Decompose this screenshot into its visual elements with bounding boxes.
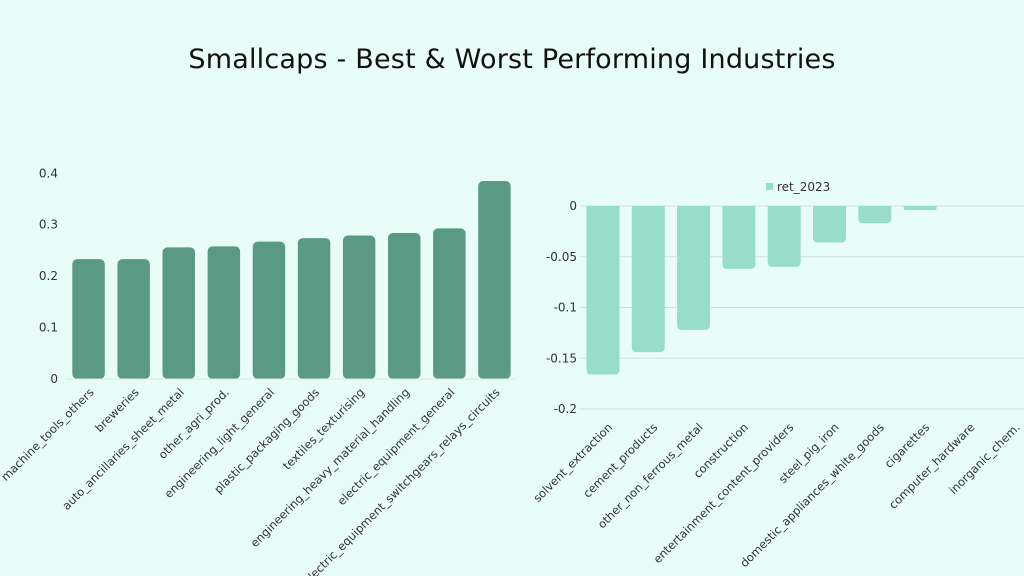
bar <box>207 246 241 379</box>
bar <box>677 206 711 330</box>
bar <box>813 206 846 243</box>
page-title: Smallcaps - Best & Worst Performing Indu… <box>188 44 836 75</box>
x-tick-label: solvent_extraction <box>530 420 615 505</box>
y-tick-label: -0.05 <box>546 250 577 264</box>
bar <box>252 241 286 379</box>
bar <box>722 206 756 269</box>
bar <box>117 259 150 379</box>
bar <box>342 235 376 379</box>
bar <box>162 247 195 379</box>
y-tick-label: 0.4 <box>39 166 58 180</box>
y-tick-label: 0.3 <box>39 218 58 232</box>
legend-swatch <box>766 183 773 190</box>
y-tick-label: 0 <box>569 199 577 213</box>
bar <box>631 206 665 353</box>
bar <box>586 206 620 375</box>
legend-label: ret_2023 <box>777 180 830 194</box>
bar <box>903 206 937 211</box>
x-tick-label: computer_hardware <box>886 420 977 511</box>
y-tick-label: -0.2 <box>554 402 577 416</box>
y-tick-label: 0.1 <box>39 321 58 335</box>
bar <box>388 232 421 379</box>
y-tick-label: -0.15 <box>546 351 577 365</box>
y-tick-label: 0 <box>50 372 58 386</box>
bar <box>858 206 892 224</box>
y-tick-label: -0.1 <box>554 301 577 315</box>
bar <box>767 206 801 267</box>
bar <box>433 228 466 379</box>
bar <box>72 259 105 379</box>
y-tick-label: 0.2 <box>39 269 58 283</box>
bar <box>478 181 511 379</box>
bar <box>297 238 331 379</box>
